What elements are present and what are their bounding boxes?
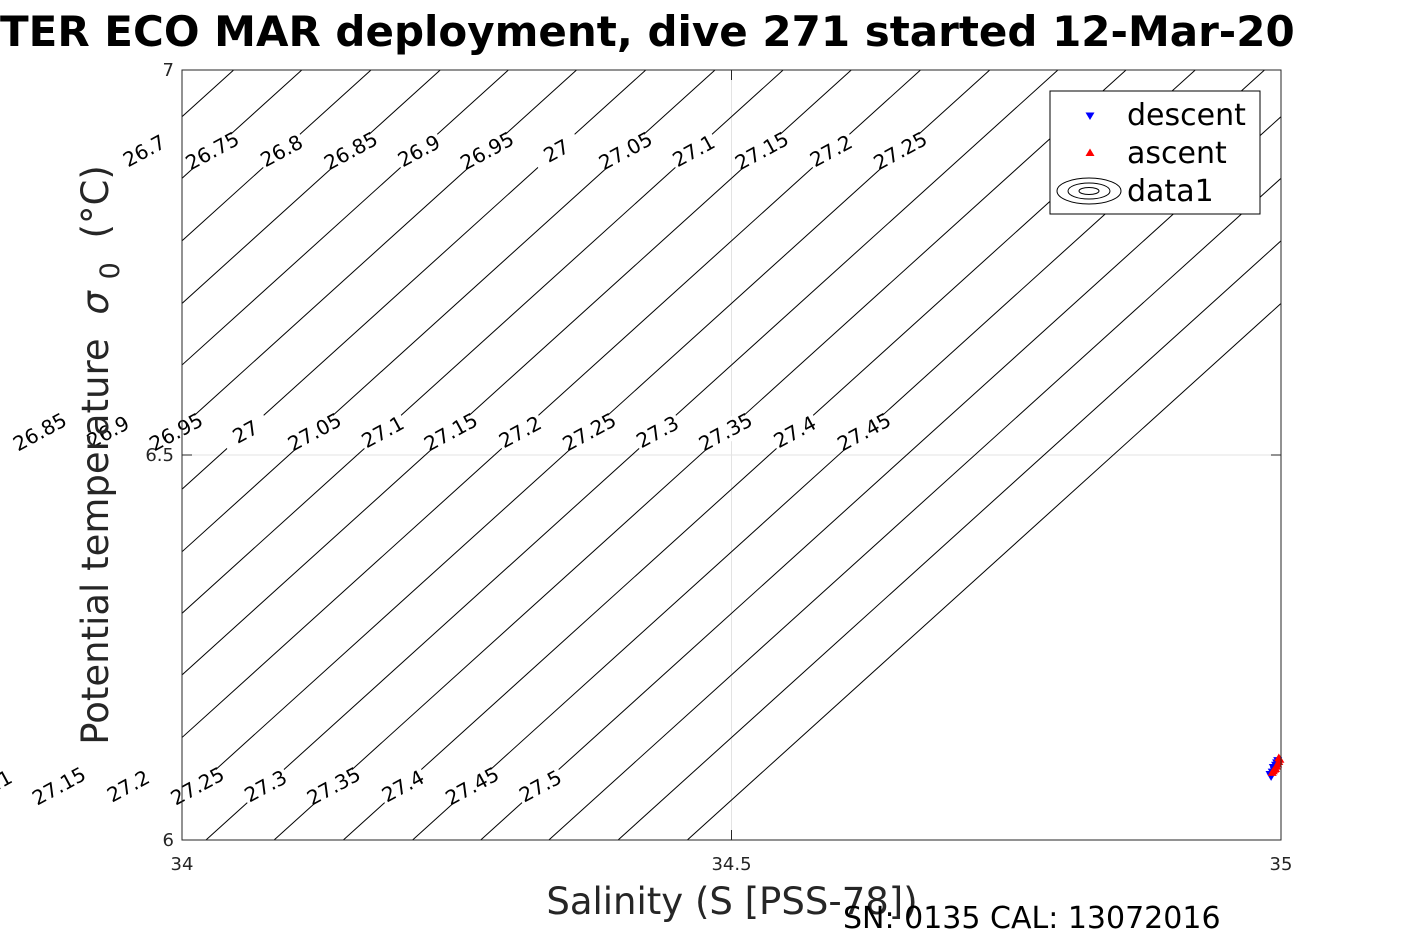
density-contour (182, 70, 441, 305)
contour-label-bg (529, 129, 583, 172)
contour-label-bg (563, 410, 616, 454)
contour-label-bg (356, 410, 410, 454)
x-tick-label: 34.5 (711, 854, 751, 875)
contour-label-bg (376, 764, 430, 808)
contour-label-bg (255, 129, 308, 172)
contour-label-bg (324, 129, 378, 172)
y-axis-label-unit: (°C) (74, 165, 117, 238)
density-contour (617, 240, 1281, 840)
contour-label-bg (460, 129, 514, 172)
density-contour (182, 70, 852, 676)
x-tick-label: 34 (171, 854, 194, 875)
y-tick-label: 7 (163, 60, 174, 81)
density-contour (273, 70, 1127, 840)
contour-label-bg (735, 129, 789, 172)
contour-label-bg (185, 129, 239, 172)
x-tick-label: 35 (1270, 854, 1293, 875)
y-axis-label-symbol: σ (74, 290, 117, 315)
density-contours (182, 70, 1281, 840)
contour-label-bg (768, 410, 822, 454)
density-contour (182, 70, 716, 553)
contour-label-bg (219, 410, 272, 454)
contour-label-bg (239, 764, 292, 808)
legend-label-descent: descent (1127, 98, 1246, 133)
contour-label-bg (667, 129, 721, 172)
y-axis-label-text: Potential temperature (74, 338, 117, 744)
y-tick-label: 6.5 (145, 445, 174, 466)
ascent-point (1268, 766, 1278, 775)
contour-label-bg (149, 410, 203, 454)
contour-label-bg (699, 410, 752, 454)
contour-label-bg (804, 129, 858, 172)
density-contour (182, 70, 509, 366)
legend: descent ascent data1 (1049, 90, 1261, 215)
density-contour (182, 70, 577, 428)
contour-label-bg (288, 410, 341, 454)
density-contour (182, 70, 784, 615)
x-axis-label: Salinity (S [PSS-78]) (546, 880, 917, 923)
contour-label-bg (445, 764, 499, 808)
contour-label-bg (32, 764, 86, 808)
density-contour (182, 70, 921, 739)
y-tick-label: 6 (163, 830, 174, 851)
density-contour (182, 70, 647, 490)
density-contour (182, 70, 372, 242)
x-tick-labels: 34 34.5 35 (171, 854, 1293, 875)
data-points (1265, 753, 1285, 781)
contour-label-bg (837, 410, 891, 454)
legend-contour-icon (1056, 177, 1122, 205)
contour-label-bg (493, 410, 547, 454)
contour-label-bg (117, 129, 171, 172)
contour-label-bg (81, 410, 135, 454)
y-axis-label-subscript: 0 (95, 262, 126, 279)
legend-label-data1: data1 (1127, 174, 1214, 209)
sn-cal-text: SN: 0135 CAL: 13072016 (843, 901, 1221, 936)
legend-box (1049, 90, 1261, 215)
y-tick-labels: 6 6.5 7 (145, 60, 174, 851)
legend-ascent-marker (1085, 148, 1095, 156)
legend-label-ascent: ascent (1127, 136, 1227, 171)
density-contour (686, 302, 1281, 840)
contour-label-bg (873, 129, 927, 172)
contour-label-bg (13, 410, 67, 454)
contour-label-bg (514, 764, 567, 808)
density-contour (205, 70, 1059, 840)
contour-label-bg (599, 129, 652, 172)
y-axis-label: Potential temperature σ 0 (°C) (74, 165, 128, 745)
contour-label-bg (307, 764, 361, 808)
contour-label-bg (631, 410, 684, 454)
contour-label-bg (424, 410, 478, 454)
axes (181, 69, 1282, 841)
chart-title: TER ECO MAR deployment, dive 271 started… (0, 7, 1295, 56)
contour-label-bg (101, 764, 155, 808)
density-contour (182, 70, 991, 801)
contour-label-bg (171, 764, 224, 808)
contour-label-bg (0, 764, 18, 808)
legend-descent-marker (1085, 112, 1095, 120)
contour-label-bg (392, 129, 446, 172)
